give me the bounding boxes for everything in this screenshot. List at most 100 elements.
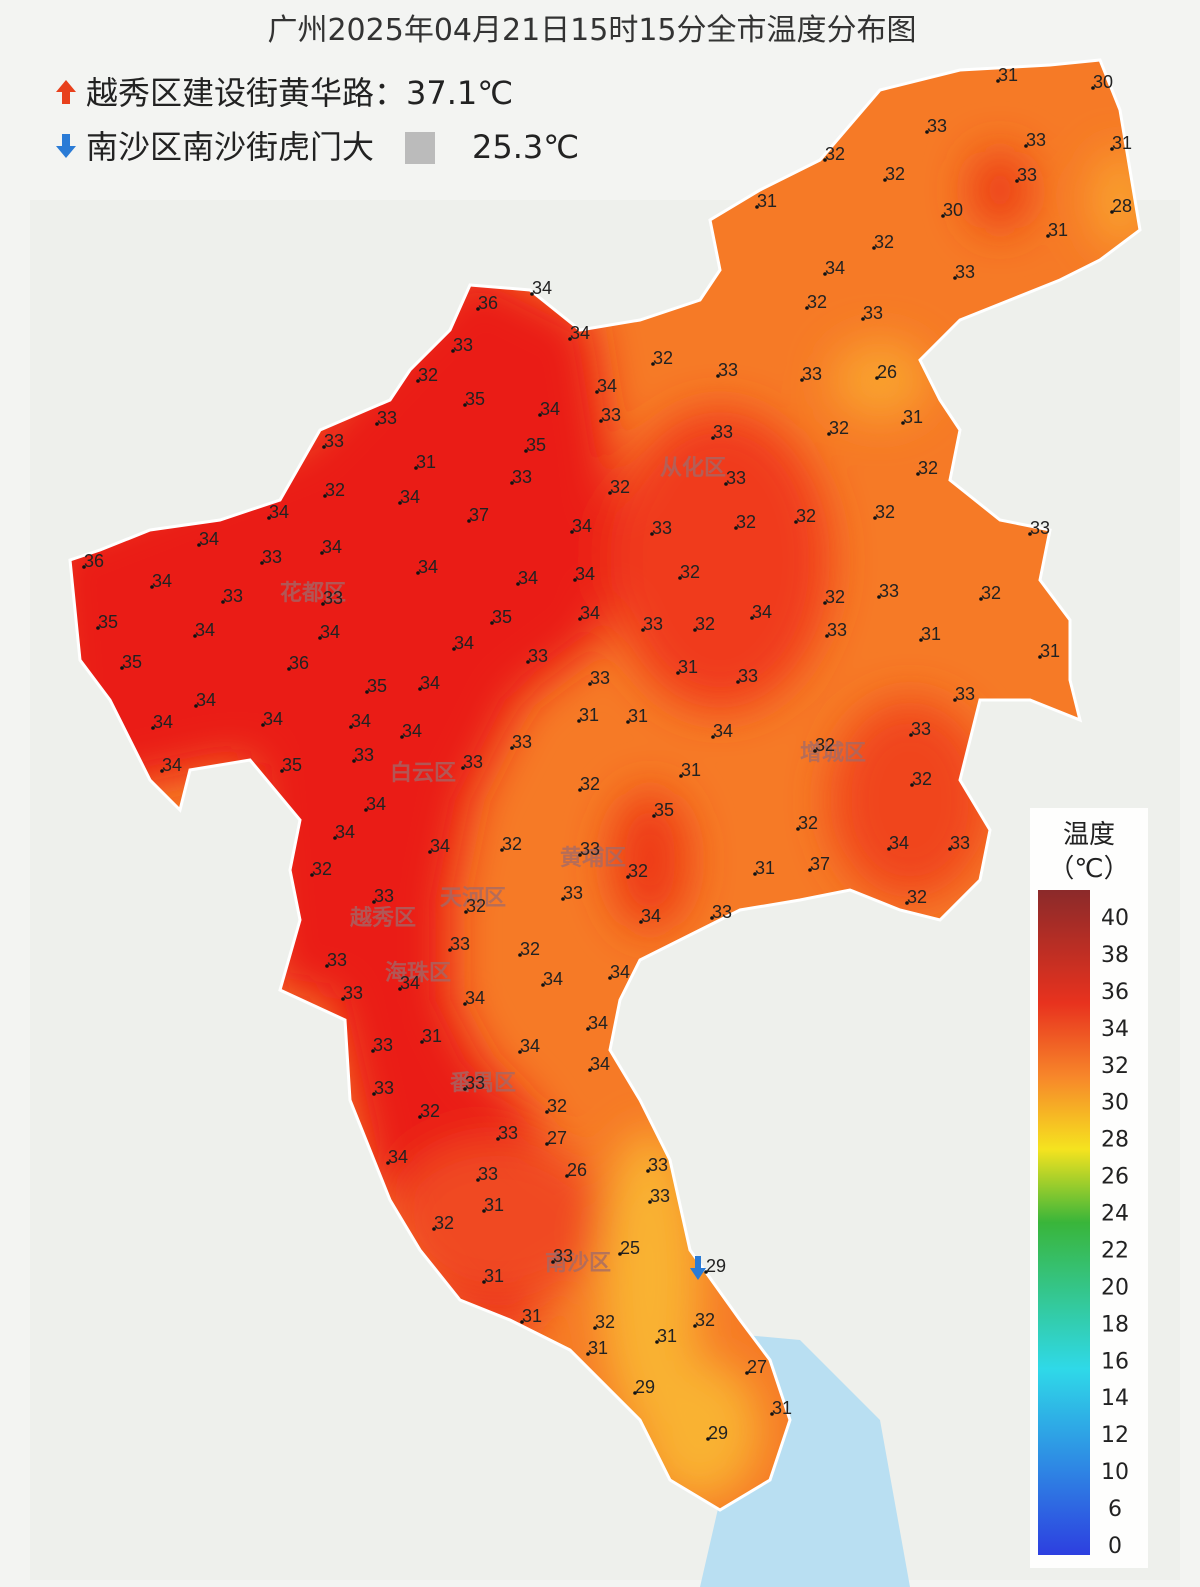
station-dot [724,482,728,486]
station-dot [151,726,155,730]
station-value: 33 [465,1073,485,1093]
station-value: 28 [1112,196,1132,216]
station-value: 31 [416,452,436,472]
station-value: 30 [1093,72,1113,92]
station-dot [704,1270,708,1274]
station-value: 34 [320,622,340,642]
station-dot [1046,234,1050,238]
station-value: 34 [162,755,182,775]
station-value: 33 [1017,165,1037,185]
station-value: 33 [726,468,746,488]
station-value: 33 [512,732,532,752]
station-dot [648,1200,652,1204]
station-dot [530,292,534,296]
legend-tick-label: 22 [1101,1238,1129,1263]
station-value: 34 [269,502,289,522]
station-value: 32 [912,769,932,789]
station-dot [518,953,522,957]
station-dot [416,571,420,575]
station-dot [386,1161,390,1165]
obscured [405,132,435,164]
legend-tick-label: 14 [1101,1386,1129,1411]
station-dot [626,720,630,724]
station-dot [365,690,369,694]
station-value: 33 [1030,518,1050,538]
station-value: 37 [469,505,489,525]
station-value: 34 [825,258,845,278]
station-dot [693,628,697,632]
station-dot [676,671,680,675]
station-dot [794,520,798,524]
station-dot [418,1115,422,1119]
station-value: 32 [466,896,486,916]
legend-tick-label: 36 [1101,980,1129,1005]
station-dot [432,1227,436,1231]
district-label: 从化区 [660,455,726,481]
legend-tick-label: 28 [1101,1128,1129,1153]
station-dot [545,1142,549,1146]
station-value: 31 [1040,641,1060,661]
station-dot [160,769,164,773]
station-dot [825,634,829,638]
station-dot [710,916,714,920]
station-dot [452,647,456,651]
station-value: 32 [825,144,845,164]
station-dot [463,1002,467,1006]
station-dot [341,997,345,1001]
station-value: 32 [653,348,673,368]
station-value: 33 [713,422,733,442]
station-value: 34 [570,323,590,343]
station-dot [1110,210,1114,214]
station-value: 32 [825,587,845,607]
station-dot [586,1027,590,1031]
station-dot [577,719,581,723]
station-value: 33 [343,983,363,1003]
station-value: 33 [650,1186,670,1206]
station-dot [887,847,891,851]
station-value: 31 [657,1326,677,1346]
station-dot [608,976,612,980]
station-dot [568,337,572,341]
station-value: 31 [579,705,599,725]
station-value: 31 [921,624,941,644]
station-value: 35 [526,435,546,455]
min-value: 25.3℃ [472,128,579,166]
station-dot [745,1371,749,1375]
station-dot [800,378,804,382]
station-value: 32 [875,502,895,522]
station-dot [941,214,945,218]
station-dot [570,530,574,534]
station-value: 33 [718,360,738,380]
station-dot [375,422,379,426]
station-value: 34 [388,1147,408,1167]
station-dot [1091,86,1095,90]
station-value: 33 [528,646,548,666]
station-value: 32 [502,834,522,854]
station-dot [925,130,929,134]
station-dot [476,307,480,311]
station-value: 31 [1048,220,1068,240]
station-dot [418,687,422,691]
station-value: 31 [628,706,648,726]
station-value: 32 [418,365,438,385]
station-dot [770,1412,774,1416]
station-value: 32 [798,813,818,833]
station-value: 34 [351,711,371,731]
station-value: 33 [955,262,975,282]
station-dot [588,682,592,686]
station-value: 33 [327,950,347,970]
station-value: 33 [377,408,397,428]
station-dot [463,403,467,407]
station-dot [496,1137,500,1141]
station-dot [750,616,754,620]
station-dot [482,1280,486,1284]
station-value: 31 [1112,133,1132,153]
station-dot [318,636,322,640]
station-dot [352,759,356,763]
station-dot [323,494,327,498]
station-value: 32 [907,887,927,907]
station-dot [805,306,809,310]
district-label: 海珠区 [385,960,451,986]
station-value: 34 [713,721,733,741]
